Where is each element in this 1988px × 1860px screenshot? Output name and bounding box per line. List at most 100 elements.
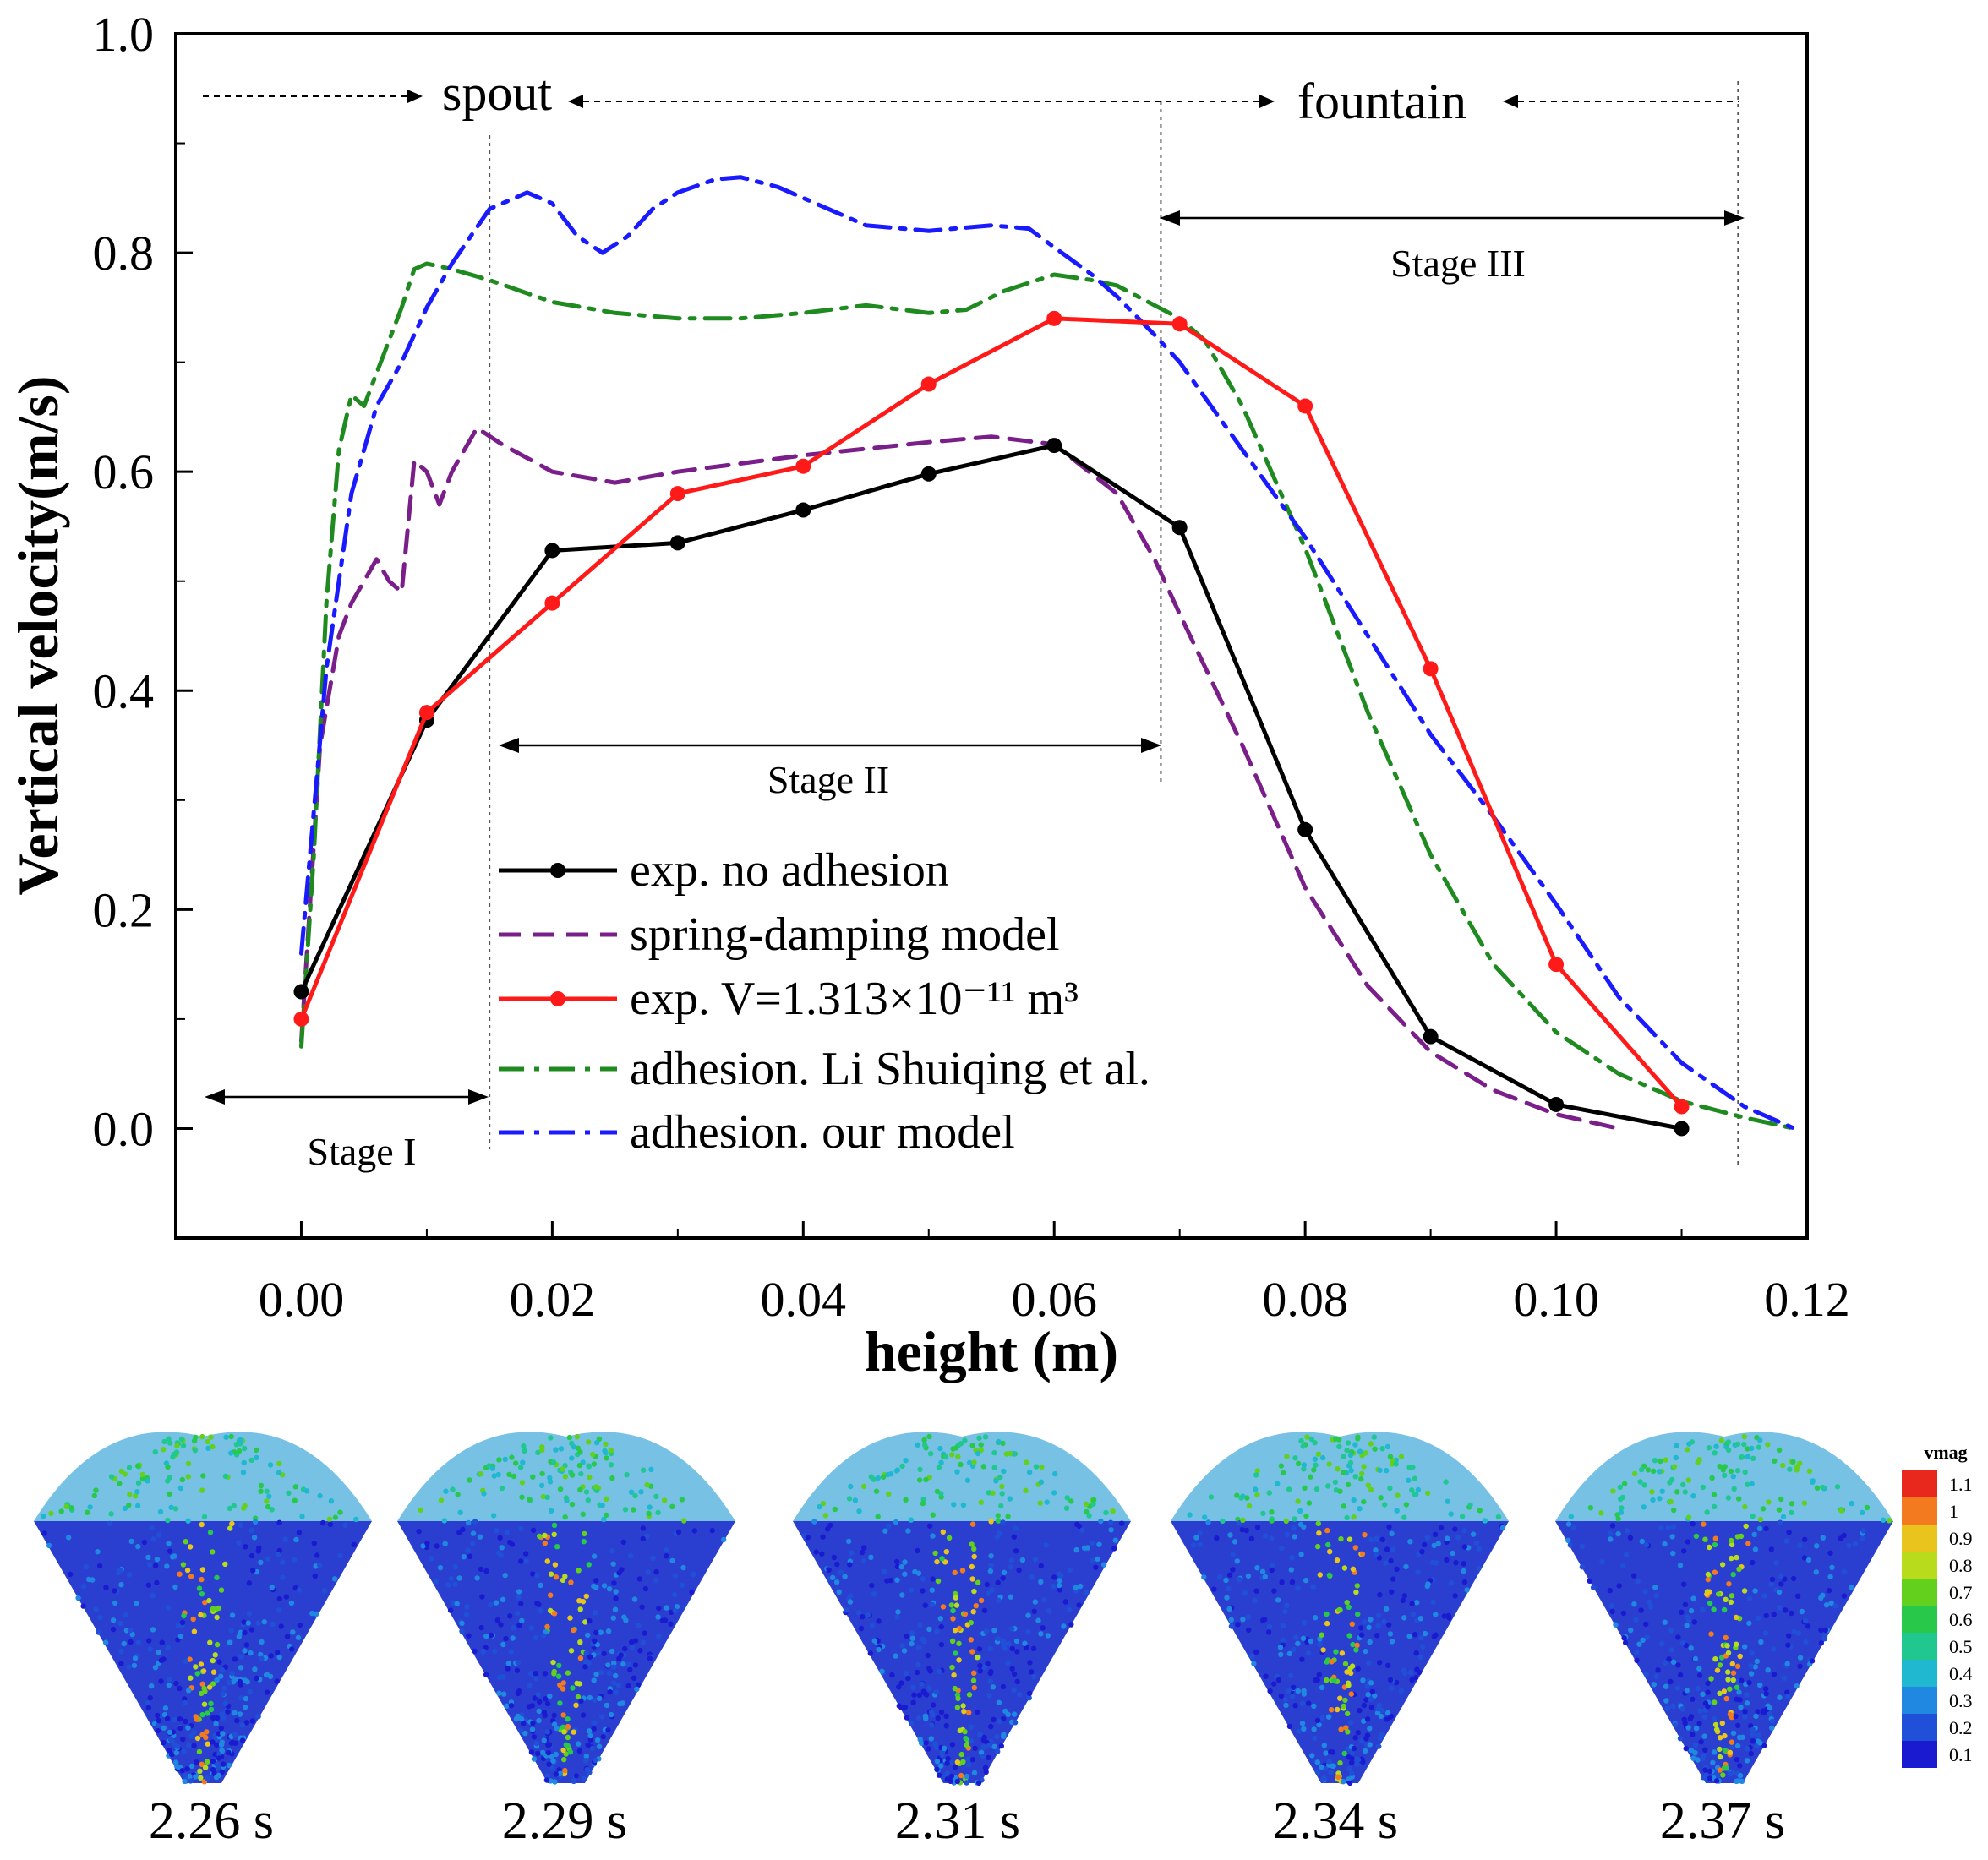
- particle-dot: [219, 1747, 225, 1754]
- particle-dot: [951, 1672, 957, 1678]
- particle-dot: [1316, 1530, 1322, 1536]
- particle-dot: [193, 1664, 199, 1670]
- particle-dot: [903, 1458, 909, 1464]
- particle-dot: [196, 1748, 203, 1755]
- particle-dot: [583, 1758, 589, 1764]
- particle-dot: [1685, 1539, 1691, 1545]
- particle-dot: [509, 1454, 515, 1460]
- particle-dot: [1464, 1587, 1470, 1593]
- particle-dot: [1190, 1542, 1197, 1548]
- particle-dot: [544, 1558, 550, 1564]
- particle-dot: [603, 1441, 609, 1448]
- particle-dot: [938, 1459, 944, 1466]
- particle-dot: [1499, 1525, 1506, 1531]
- particle-dot: [1757, 1740, 1763, 1746]
- particle-dot: [969, 1757, 976, 1763]
- particle-dot: [1416, 1669, 1423, 1676]
- particle-dot: [550, 1758, 556, 1765]
- particle-dot: [536, 1601, 542, 1607]
- particle-dot: [1721, 1688, 1728, 1694]
- particle-dot: [594, 1440, 600, 1446]
- colorbar-tick: 1.1: [1949, 1474, 1973, 1495]
- particle-dot: [1291, 1525, 1297, 1531]
- colorbar-tick: 0.9: [1949, 1528, 1973, 1549]
- particle-dot: [1090, 1557, 1095, 1564]
- particle-dot: [1205, 1519, 1211, 1525]
- particle-dot: [1330, 1763, 1336, 1770]
- particle-dot: [1383, 1560, 1389, 1566]
- x-tick-label: 0.10: [1513, 1272, 1599, 1327]
- particle-dot: [977, 1662, 983, 1669]
- particle-dot: [1347, 1670, 1354, 1677]
- particle-dot: [1278, 1463, 1285, 1469]
- particle-dot: [1707, 1775, 1713, 1781]
- particle-dot: [1390, 1576, 1396, 1582]
- particle-dot: [178, 1634, 184, 1639]
- particle-dot: [610, 1561, 616, 1567]
- particle-dot: [991, 1449, 997, 1456]
- particle-dot: [1286, 1688, 1292, 1694]
- particle-dot: [276, 1470, 282, 1475]
- particle-dot: [567, 1615, 573, 1621]
- particle-dot: [1733, 1614, 1740, 1621]
- particle-dot: [971, 1459, 977, 1465]
- particle-dot: [505, 1666, 511, 1672]
- particle-dot: [1568, 1514, 1575, 1519]
- particle-dot: [1351, 1497, 1357, 1503]
- particle-dot: [1643, 1542, 1650, 1548]
- particle-dot: [1325, 1541, 1331, 1548]
- particle-dot: [917, 1466, 923, 1473]
- particle-dot: [1197, 1541, 1203, 1548]
- particle-dot: [1300, 1443, 1306, 1449]
- particle-dot: [970, 1677, 977, 1683]
- particle-dot: [474, 1575, 480, 1581]
- particle-dot: [1068, 1498, 1074, 1504]
- particle-dot: [591, 1553, 598, 1559]
- particle-dot: [201, 1685, 207, 1692]
- particle-dot: [1749, 1481, 1755, 1487]
- particle-dot: [989, 1587, 995, 1593]
- particle-dot: [551, 1611, 558, 1617]
- particle-dot: [1299, 1700, 1306, 1707]
- particle-dot: [112, 1588, 117, 1594]
- particle-dot: [977, 1668, 984, 1674]
- particle-dot: [971, 1684, 978, 1691]
- particle-dot: [1745, 1745, 1750, 1752]
- particle-dot: [978, 1499, 985, 1506]
- particle-dot: [894, 1563, 901, 1570]
- particle-dot: [963, 1736, 969, 1742]
- particle-dot: [1254, 1525, 1261, 1530]
- particle-dot: [1745, 1454, 1751, 1459]
- particle-dot: [1253, 1649, 1259, 1655]
- particle-dot: [1674, 1489, 1680, 1495]
- particle-dot: [1734, 1684, 1740, 1690]
- particle-dot: [1783, 1607, 1789, 1613]
- series-line: [299, 316, 1684, 1109]
- particle-dot: [288, 1600, 295, 1606]
- particle-dot: [1763, 1612, 1769, 1619]
- bed-cone: [397, 1521, 735, 1783]
- particle-dot: [1343, 1725, 1349, 1731]
- particle-dot: [1344, 1514, 1350, 1521]
- particle-dot: [1709, 1475, 1715, 1481]
- particle-dot: [353, 1516, 359, 1523]
- particle-dot: [297, 1622, 303, 1628]
- particle-dot: [182, 1699, 188, 1706]
- particle-dot: [949, 1664, 955, 1671]
- particle-dot: [229, 1520, 235, 1527]
- particle-dot: [1398, 1454, 1405, 1459]
- particle-dot: [1653, 1593, 1660, 1599]
- particle-dot: [1784, 1661, 1790, 1667]
- particle-dot: [910, 1699, 916, 1705]
- particle-dot: [1470, 1531, 1477, 1537]
- particle-dot: [181, 1748, 187, 1754]
- particle-dot: [154, 1579, 160, 1586]
- particle-dot: [181, 1612, 187, 1619]
- particle-dot: [1000, 1575, 1006, 1581]
- particle-dot: [1303, 1513, 1309, 1519]
- particle-dot: [1052, 1470, 1058, 1477]
- particle-dot: [904, 1715, 910, 1721]
- particle-dot: [185, 1460, 192, 1467]
- legend: exp. no adhesion spring-damping model ex…: [499, 844, 1150, 1159]
- particle-dot: [1319, 1632, 1324, 1638]
